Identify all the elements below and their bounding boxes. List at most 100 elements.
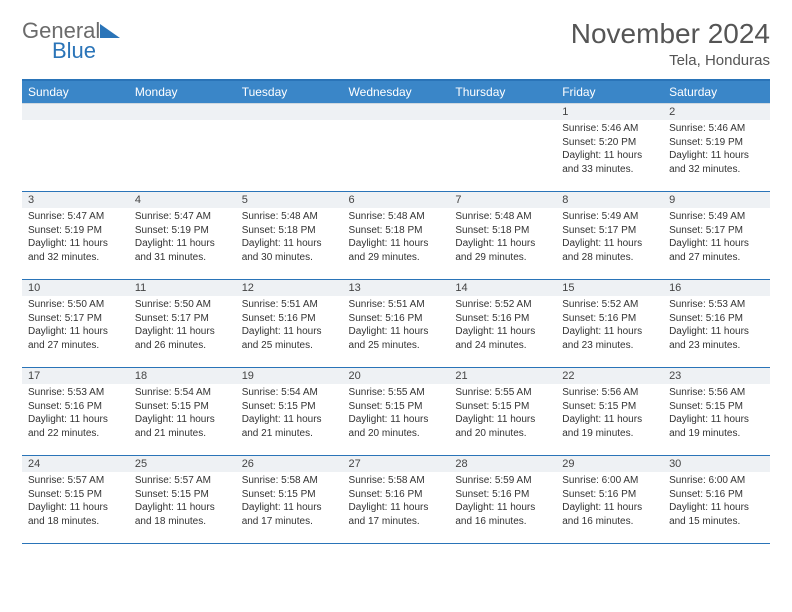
day-number: 10 [22, 280, 129, 296]
page: General Blue November 2024 Tela, Hondura… [0, 0, 792, 612]
calendar-week: 10Sunrise: 5:50 AMSunset: 5:17 PMDayligh… [22, 280, 770, 368]
calendar-cell: 14Sunrise: 5:52 AMSunset: 5:16 PMDayligh… [449, 280, 556, 368]
day-detail-line: Sunrise: 5:48 AM [455, 210, 550, 224]
day-detail-line: Sunrise: 5:51 AM [349, 298, 444, 312]
day-number: 13 [343, 280, 450, 296]
day-detail-line: Daylight: 11 hours and 19 minutes. [562, 413, 657, 440]
day-detail-line: Sunset: 5:15 PM [562, 400, 657, 414]
day-detail-line: Sunset: 5:19 PM [135, 224, 230, 238]
day-number: 24 [22, 456, 129, 472]
calendar-cell: 10Sunrise: 5:50 AMSunset: 5:17 PMDayligh… [22, 280, 129, 368]
day-details: Sunrise: 5:51 AMSunset: 5:16 PMDaylight:… [343, 296, 450, 356]
day-details: Sunrise: 5:48 AMSunset: 5:18 PMDaylight:… [343, 208, 450, 268]
day-detail-line: Daylight: 11 hours and 18 minutes. [135, 501, 230, 528]
day-detail-line: Sunset: 5:16 PM [349, 312, 444, 326]
day-details: Sunrise: 5:52 AMSunset: 5:16 PMDaylight:… [556, 296, 663, 356]
day-detail-line: Sunset: 5:17 PM [28, 312, 123, 326]
day-number [449, 104, 556, 120]
day-number: 30 [663, 456, 770, 472]
calendar-cell: 26Sunrise: 5:58 AMSunset: 5:15 PMDayligh… [236, 456, 343, 544]
day-detail-line: Daylight: 11 hours and 29 minutes. [349, 237, 444, 264]
day-detail-line: Sunrise: 5:50 AM [135, 298, 230, 312]
day-details: Sunrise: 5:51 AMSunset: 5:16 PMDaylight:… [236, 296, 343, 356]
day-details: Sunrise: 5:49 AMSunset: 5:17 PMDaylight:… [663, 208, 770, 268]
calendar-cell: 22Sunrise: 5:56 AMSunset: 5:15 PMDayligh… [556, 368, 663, 456]
day-header: Wednesday [343, 80, 450, 104]
day-detail-line: Daylight: 11 hours and 20 minutes. [455, 413, 550, 440]
calendar-cell [449, 104, 556, 192]
day-detail-line: Sunset: 5:16 PM [669, 312, 764, 326]
day-number: 28 [449, 456, 556, 472]
calendar-cell: 6Sunrise: 5:48 AMSunset: 5:18 PMDaylight… [343, 192, 450, 280]
calendar-cell: 11Sunrise: 5:50 AMSunset: 5:17 PMDayligh… [129, 280, 236, 368]
calendar-cell: 19Sunrise: 5:54 AMSunset: 5:15 PMDayligh… [236, 368, 343, 456]
calendar-cell: 17Sunrise: 5:53 AMSunset: 5:16 PMDayligh… [22, 368, 129, 456]
day-details [129, 120, 236, 126]
day-details: Sunrise: 5:59 AMSunset: 5:16 PMDaylight:… [449, 472, 556, 532]
day-detail-line: Sunset: 5:15 PM [135, 400, 230, 414]
calendar-cell: 7Sunrise: 5:48 AMSunset: 5:18 PMDaylight… [449, 192, 556, 280]
day-detail-line: Sunset: 5:16 PM [455, 312, 550, 326]
calendar-cell: 25Sunrise: 5:57 AMSunset: 5:15 PMDayligh… [129, 456, 236, 544]
day-detail-line: Daylight: 11 hours and 26 minutes. [135, 325, 230, 352]
calendar-cell: 20Sunrise: 5:55 AMSunset: 5:15 PMDayligh… [343, 368, 450, 456]
day-detail-line: Daylight: 11 hours and 33 minutes. [562, 149, 657, 176]
day-number: 14 [449, 280, 556, 296]
day-number: 15 [556, 280, 663, 296]
day-detail-line: Daylight: 11 hours and 23 minutes. [669, 325, 764, 352]
day-detail-line: Daylight: 11 hours and 20 minutes. [349, 413, 444, 440]
day-header: Tuesday [236, 80, 343, 104]
day-number [129, 104, 236, 120]
day-header-row: SundayMondayTuesdayWednesdayThursdayFrid… [22, 80, 770, 104]
day-header: Friday [556, 80, 663, 104]
day-header: Monday [129, 80, 236, 104]
day-detail-line: Sunset: 5:17 PM [135, 312, 230, 326]
calendar-table: SundayMondayTuesdayWednesdayThursdayFrid… [22, 79, 770, 544]
day-detail-line: Sunset: 5:15 PM [135, 488, 230, 502]
day-detail-line: Sunrise: 5:58 AM [242, 474, 337, 488]
day-number: 8 [556, 192, 663, 208]
day-detail-line: Daylight: 11 hours and 23 minutes. [562, 325, 657, 352]
calendar-cell: 4Sunrise: 5:47 AMSunset: 5:19 PMDaylight… [129, 192, 236, 280]
calendar-cell: 12Sunrise: 5:51 AMSunset: 5:16 PMDayligh… [236, 280, 343, 368]
day-detail-line: Sunrise: 6:00 AM [562, 474, 657, 488]
calendar-cell: 29Sunrise: 6:00 AMSunset: 5:16 PMDayligh… [556, 456, 663, 544]
day-detail-line: Sunset: 5:15 PM [349, 400, 444, 414]
day-number: 2 [663, 104, 770, 120]
calendar-week: 1Sunrise: 5:46 AMSunset: 5:20 PMDaylight… [22, 104, 770, 192]
day-details: Sunrise: 5:48 AMSunset: 5:18 PMDaylight:… [449, 208, 556, 268]
day-detail-line: Daylight: 11 hours and 31 minutes. [135, 237, 230, 264]
day-details: Sunrise: 5:50 AMSunset: 5:17 PMDaylight:… [129, 296, 236, 356]
day-detail-line: Sunrise: 5:53 AM [28, 386, 123, 400]
calendar-cell: 24Sunrise: 5:57 AMSunset: 5:15 PMDayligh… [22, 456, 129, 544]
day-detail-line: Sunset: 5:16 PM [349, 488, 444, 502]
day-detail-line: Sunset: 5:17 PM [562, 224, 657, 238]
header: General Blue November 2024 Tela, Hondura… [22, 18, 770, 69]
calendar-week: 3Sunrise: 5:47 AMSunset: 5:19 PMDaylight… [22, 192, 770, 280]
day-details [22, 120, 129, 126]
day-detail-line: Sunrise: 5:49 AM [669, 210, 764, 224]
day-number: 9 [663, 192, 770, 208]
calendar-cell: 8Sunrise: 5:49 AMSunset: 5:17 PMDaylight… [556, 192, 663, 280]
day-number: 17 [22, 368, 129, 384]
day-details: Sunrise: 5:52 AMSunset: 5:16 PMDaylight:… [449, 296, 556, 356]
day-details: Sunrise: 5:46 AMSunset: 5:20 PMDaylight:… [556, 120, 663, 180]
day-detail-line: Sunrise: 5:46 AM [562, 122, 657, 136]
day-details: Sunrise: 5:55 AMSunset: 5:15 PMDaylight:… [449, 384, 556, 444]
calendar-cell: 23Sunrise: 5:56 AMSunset: 5:15 PMDayligh… [663, 368, 770, 456]
calendar-cell [129, 104, 236, 192]
day-detail-line: Daylight: 11 hours and 16 minutes. [455, 501, 550, 528]
day-number: 19 [236, 368, 343, 384]
day-detail-line: Sunset: 5:19 PM [28, 224, 123, 238]
day-detail-line: Sunset: 5:15 PM [455, 400, 550, 414]
calendar-cell: 3Sunrise: 5:47 AMSunset: 5:19 PMDaylight… [22, 192, 129, 280]
day-number: 7 [449, 192, 556, 208]
day-detail-line: Sunrise: 5:53 AM [669, 298, 764, 312]
day-details: Sunrise: 5:50 AMSunset: 5:17 PMDaylight:… [22, 296, 129, 356]
day-details: Sunrise: 5:46 AMSunset: 5:19 PMDaylight:… [663, 120, 770, 180]
day-number: 27 [343, 456, 450, 472]
day-number: 29 [556, 456, 663, 472]
day-number: 22 [556, 368, 663, 384]
day-detail-line: Sunrise: 5:47 AM [135, 210, 230, 224]
day-detail-line: Sunrise: 5:58 AM [349, 474, 444, 488]
